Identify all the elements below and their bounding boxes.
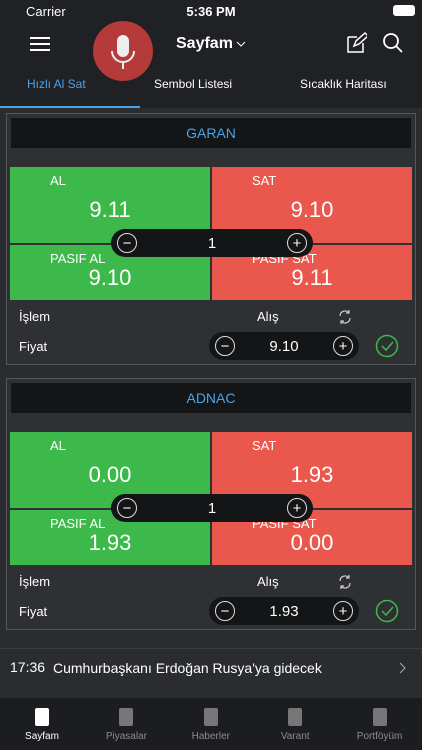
stepper-value[interactable]: 1 [207,234,217,252]
cell-label: AL [50,438,66,453]
cell-price: 0.00 [88,462,132,487]
battery [393,5,415,16]
stepper-value[interactable]: 1.93 [269,602,299,620]
chevron [399,662,406,674]
tab-label: Piyasalar [105,731,147,742]
segment-tab[interactable]: Sıcaklık Haritası [300,77,387,91]
stepper-value[interactable]: 9.10 [269,337,299,355]
page-title[interactable]: Sayfam [176,35,233,52]
carrier: Carrier [26,4,66,19]
tab-bar-item[interactable]: Haberler [169,706,253,742]
price-label: Fiyat [19,604,48,619]
symbol-title[interactable]: ADNAC [11,383,411,413]
news-headline[interactable]: Cumhurbaşkanı Erdoğan Rusya'ya gidecek [53,660,322,676]
clock: 5:36 PM [186,4,236,19]
tab-icon [35,708,49,726]
search-button[interactable] [382,32,404,54]
tab-bar-item[interactable]: Varant [253,706,337,742]
cell-price: 9.10 [88,265,132,290]
minus-button[interactable]: − [117,498,137,518]
plus-button[interactable]: + [287,233,307,253]
confirm-button[interactable] [375,599,399,623]
tab-icon [288,708,303,726]
plus-button[interactable]: + [287,498,307,518]
stepper: − 1 + [111,229,313,257]
stepper: − 1 + [111,494,313,522]
tab-icon [119,708,134,726]
action-label: İşlem [19,309,51,324]
swap-icon[interactable] [337,574,353,590]
header-bg [0,0,422,108]
symbol-title[interactable]: GARAN [11,118,411,148]
quote-cell[interactable]: AL 9.11 [10,167,210,243]
action-label: İşlem [19,574,51,589]
cell-price: 9.10 [290,197,334,222]
cell-label: PASIF AL [50,251,106,266]
minus-button[interactable]: − [117,233,137,253]
plus-button[interactable]: + [332,601,353,621]
news-time: 17:36 [10,659,46,675]
quick-trade-card: GARAN AL 9.11 SAT 9.10 PASIF AL 9.10 PASIF … [6,113,416,365]
cell-label: PASIF AL [50,516,106,531]
price-label: Fiyat [19,339,48,354]
cell-price: 1.93 [290,462,334,487]
mic-button[interactable] [93,21,153,81]
cell-price: 9.11 [89,197,131,222]
tab-label: Portföyüm [356,731,403,742]
cell-label: SAT [252,173,277,188]
minus-button[interactable]: − [215,601,235,621]
menu-button[interactable] [30,36,52,52]
cell-price: 9.11 [291,265,333,290]
tab-label: Varant [280,731,310,742]
action-value[interactable]: Alış [257,574,279,589]
cell-label: AL [50,173,66,188]
quote-cell[interactable]: AL 0.00 [10,432,210,508]
tab-label: Sayfam [25,731,59,742]
quick-trade-card: ADNAC AL 0.00 SAT 1.93 PASIF AL 1.93 PASIF … [6,378,416,630]
segment-tab[interactable]: Sembol Listesi [154,77,233,91]
tab-icon [203,708,218,726]
minus-button[interactable]: − [215,336,235,356]
action-value[interactable]: Alış [257,309,279,324]
segment-tab[interactable]: Hızlı Al Sat [27,77,86,91]
tab-icon [372,708,387,726]
tab-bar-item[interactable]: Portföyüm [338,706,422,742]
plus-button[interactable]: + [332,336,353,356]
swap-icon[interactable] [337,309,353,325]
cell-label: SAT [252,438,277,453]
stepper-value[interactable]: 1 [207,499,217,517]
tab-bar-item[interactable]: Sayfam [0,706,84,742]
dropdown-icon [236,41,246,47]
tab-label: Haberler [191,731,230,742]
cell-price: 0.00 [290,530,334,555]
stepper: − 9.10 + [209,332,359,360]
stepper: − 1.93 + [209,597,359,625]
news-row[interactable] [0,648,422,689]
edit-button[interactable] [345,32,367,54]
tab-bar-item[interactable]: Piyasalar [84,706,168,742]
tab-indicator [0,106,140,108]
cell-price: 1.93 [88,530,132,555]
confirm-button[interactable] [375,334,399,358]
